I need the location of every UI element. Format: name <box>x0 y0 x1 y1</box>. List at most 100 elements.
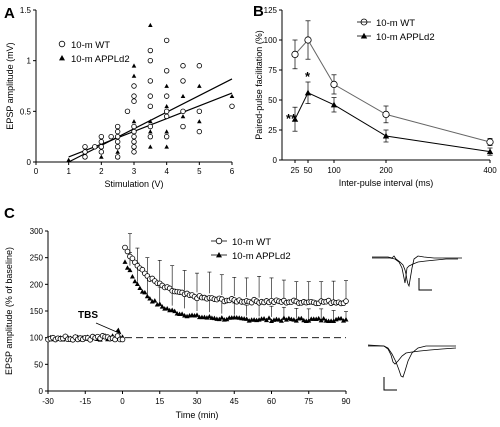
appld2-point <box>157 301 163 306</box>
wt-point <box>114 128 121 135</box>
appld2-point <box>266 315 272 320</box>
appld2-point <box>159 304 165 309</box>
appld2-point <box>124 265 130 270</box>
tbs-label: TBS <box>78 310 98 321</box>
appld2-point <box>318 317 324 323</box>
appld2-point <box>382 132 390 139</box>
y-tick-label: 0 <box>273 156 278 165</box>
appld2-point <box>66 157 71 162</box>
x-tick-label: 60 <box>267 397 276 406</box>
x-tick-label: 0 <box>34 167 39 176</box>
appld2-line <box>294 92 491 153</box>
appld2-point <box>164 83 169 88</box>
appld2-point <box>206 314 212 319</box>
wt-point <box>304 36 312 44</box>
y-tick-label: 250 <box>30 254 44 263</box>
significance-annotation: ** <box>286 111 297 126</box>
appld2-point <box>343 317 349 322</box>
appld2-point <box>304 89 312 96</box>
wt-point <box>486 138 494 146</box>
x-tick-label: 15 <box>155 397 164 406</box>
tbs-arrowhead <box>115 327 122 335</box>
appld2-point <box>331 318 337 324</box>
appld2-point <box>127 267 133 273</box>
x-tick-label: 4 <box>164 167 169 176</box>
y-tick-label: 125 <box>264 6 278 15</box>
y-axis-title: Paired-pulse facilitation (%) <box>254 30 264 140</box>
y-tick-label: 1.5 <box>20 6 32 15</box>
x-axis-title: Inter-pulse interval (ms) <box>339 178 434 188</box>
appld2-point <box>99 154 104 159</box>
wt-point <box>98 139 105 145</box>
wt-point <box>98 144 105 150</box>
appld2-point <box>283 317 289 322</box>
appld2-point <box>179 311 185 316</box>
appld2-point <box>229 93 235 98</box>
x-tick-label: 200 <box>379 166 393 175</box>
appld2-point <box>291 116 299 122</box>
significance-annotation: * <box>305 69 311 84</box>
appld2-point <box>180 93 186 98</box>
scale-bar-lower <box>383 377 397 391</box>
panel-label-c: C <box>4 205 15 222</box>
trace-wt-lower <box>367 344 456 378</box>
y-tick-label: 25 <box>268 126 277 135</box>
appld2-point <box>147 296 153 301</box>
x-tick-label: 25 <box>291 166 300 175</box>
wt-point <box>114 139 121 145</box>
appld2-point <box>316 315 322 321</box>
legend-appld2-label: 10-m APPLd2 <box>71 54 130 65</box>
appld2-point <box>115 149 120 154</box>
panel-label-b: B <box>253 3 264 20</box>
y-tick-label: 75 <box>268 66 277 75</box>
appld2-point <box>137 285 143 291</box>
appld2-point <box>131 119 137 124</box>
x-tick-label: 6 <box>230 167 235 176</box>
legend-wt-label: 10-m WT <box>71 40 110 51</box>
wt-point <box>131 98 137 104</box>
appld2-point <box>180 114 186 119</box>
wt-point <box>82 144 88 150</box>
legend-wt-label: 10-m WT <box>376 18 415 29</box>
wt-point <box>98 149 105 155</box>
x-tick-label: 2 <box>99 167 104 176</box>
wt-point <box>82 154 88 160</box>
x-tick-label: 5 <box>197 167 202 176</box>
y-axis-title: EPSP amplitude (% of baseline) <box>4 247 14 375</box>
y-tick-label: 1 <box>27 57 32 66</box>
panel-a-chart: 0 1 2 3 4 5 6 0 0.5 1 1.5 Stimulation (V) EPSP ampli… <box>5 6 235 189</box>
appld2-point <box>219 315 225 320</box>
wt-point <box>196 63 203 69</box>
appld2-point <box>164 306 170 311</box>
legend-appld2-label: 10-m APPLd2 <box>232 251 291 262</box>
appld2-point <box>148 119 153 124</box>
wt-point <box>114 144 121 150</box>
x-tick-label: 400 <box>483 166 497 175</box>
appld2-point <box>293 318 299 323</box>
epsp-example-traces <box>367 255 462 391</box>
wt-point <box>124 108 131 115</box>
appld2-point <box>148 144 153 149</box>
wt-point <box>108 133 114 140</box>
x-tick-label: 45 <box>230 397 239 406</box>
wt-point <box>229 103 235 109</box>
legend-appld2-label: 10-m APPLd2 <box>376 32 435 43</box>
appld2-point <box>194 312 200 317</box>
legend-appld2-marker <box>59 55 65 61</box>
appld2-point <box>131 73 137 78</box>
y-axis-title: EPSP amplitude (mV) <box>5 42 15 129</box>
wt-point <box>180 123 186 130</box>
appld2-point <box>244 316 250 321</box>
x-tick-label: 90 <box>342 397 351 406</box>
panel-c-chart: -30 -15 0 15 30 45 60 75 90 0 50 100 150 200 250 300 Tim… <box>4 227 351 420</box>
legend-appld2-marker <box>216 252 222 258</box>
y-tick-label: 100 <box>264 36 278 45</box>
appld2-point <box>132 278 138 284</box>
appld2-point <box>298 315 304 321</box>
x-tick-label: 1 <box>66 167 71 176</box>
wt-point <box>180 78 186 84</box>
wt-point <box>114 133 121 140</box>
appld2-point <box>148 22 153 28</box>
wt-point <box>114 123 121 130</box>
